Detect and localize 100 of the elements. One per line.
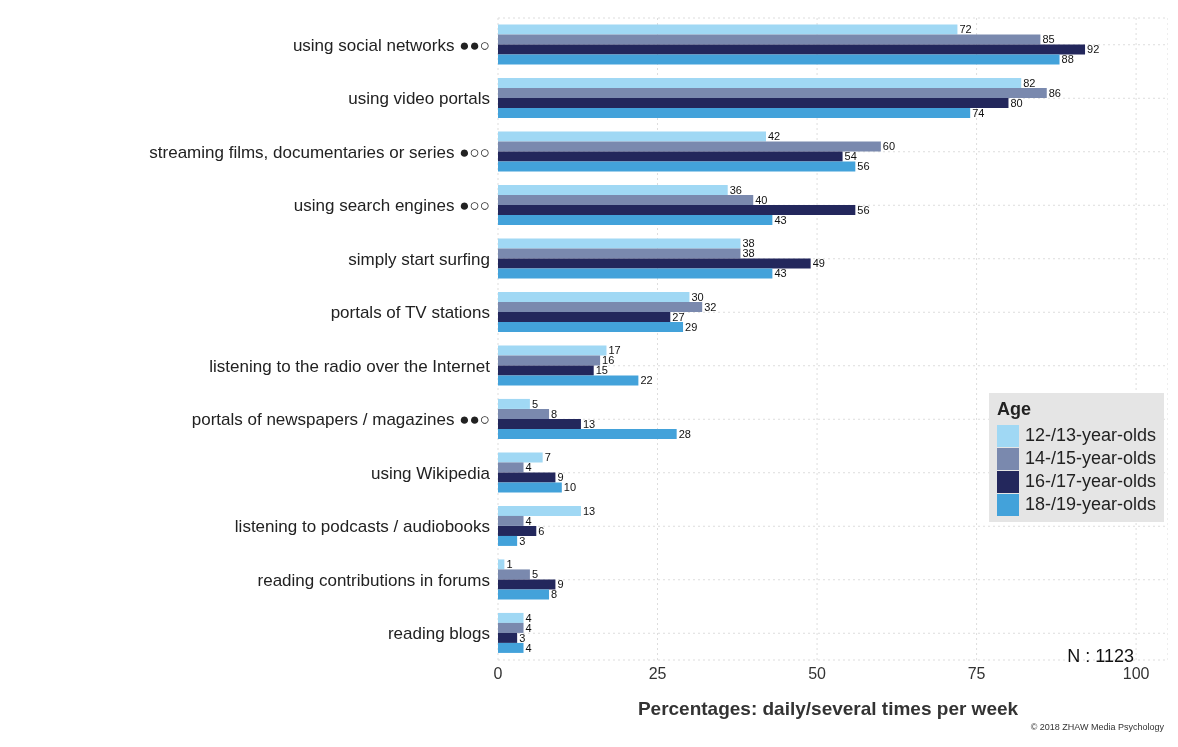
data-label: 92 [1087,43,1100,56]
annotation: N : 1123 [1067,646,1134,667]
bar [498,34,1041,45]
data-label: 8 [551,407,558,420]
y-tick-label: streaming films, documentaries or series ●○○ [149,142,490,162]
bar [498,87,1047,98]
text: © 2018 ZHAW Media Psychology [1030,722,1164,732]
bar [498,238,741,249]
bar [498,375,639,386]
bar [498,194,754,205]
x-tick-label: 75 [967,665,986,683]
y-tick-label: reading contributions in forums [257,570,490,590]
data-label: 4 [525,611,532,624]
data-label: 8 [551,588,558,601]
bar [498,642,524,653]
bar [498,248,741,259]
data-label: 49 [812,257,825,270]
data-label: 43 [774,213,787,226]
bar [498,107,971,118]
bar [498,311,671,322]
data-label: 5 [531,568,539,581]
data-label: 54 [844,150,857,163]
data-label: 29 [685,320,698,333]
y-tick-label: listening to the radio over the Internet [209,356,491,376]
legend-label: 16-/17-year-olds [1024,471,1156,492]
y-tick-label: using video portals [348,89,490,109]
data-label: 10 [563,481,577,494]
bar [498,184,728,195]
bar [498,482,562,493]
bar [498,141,881,152]
bar [498,472,556,483]
data-label: 40 [755,193,768,206]
bar [498,569,530,580]
bar [498,161,856,172]
bar [498,428,677,439]
y-tick-label: portals of newspapers / magazines ●●○ [191,410,490,430]
bar [498,408,550,419]
bar [498,535,518,546]
data-label: 3 [519,631,526,644]
y-tick-label: using Wikipedia [370,463,491,483]
data-label: 4 [525,641,532,654]
bar [498,398,530,409]
y-tick-label: listening to podcasts / audiobooks [234,517,490,537]
bar [498,204,856,215]
data-label: 42 [768,130,781,143]
data-label: 17 [608,344,621,357]
data-label: 38 [742,237,755,250]
bar [498,622,524,633]
data-label: 4 [525,461,532,474]
data-label: 1 [506,558,513,571]
data-label: 13 [582,417,596,430]
y-tick-label: portals of TV stations [330,303,490,323]
bar [498,515,524,526]
data-label: 74 [972,106,985,119]
data-label: 38 [742,247,755,260]
data-label: 36 [729,183,742,196]
bar [498,291,690,302]
bar [498,579,556,590]
legend-title: Age [996,399,1032,420]
y-tick-label: using search engines ●○○ [293,196,490,216]
bar [498,44,1086,55]
data-label: 56 [857,160,870,173]
y-tick-label: using social networks ●●○ [292,35,490,55]
bar [498,612,524,623]
data-label: 88 [1061,53,1074,66]
data-label: 13 [582,504,596,517]
data-label: 4 [525,514,532,527]
data-label: 15 [595,364,608,377]
y-tick-label: simply start surfing [348,249,490,269]
x-tick-label: 100 [1122,665,1150,683]
data-label: 43 [774,267,787,280]
data-label: 9 [557,471,564,484]
data-label: 27 [672,310,685,323]
bar [498,151,843,162]
data-label: 32 [704,300,717,313]
data-label: 72 [959,23,972,36]
bar [498,365,594,376]
bar [498,505,581,516]
bar [498,525,537,536]
bar [498,452,543,463]
x-tick-label: 50 [808,665,827,683]
data-label: 82 [1023,76,1036,89]
data-label: 86 [1048,86,1062,99]
bar [498,54,1060,65]
data-label: 60 [882,140,896,153]
x-tick-label: 0 [493,665,503,683]
data-label: 3 [519,534,526,547]
bar [498,462,524,473]
bar [498,301,703,312]
bar [498,24,958,35]
bar [498,632,518,643]
bar [498,345,607,356]
y-tick-label: reading blogs [387,624,490,644]
legend-label: 18-/19-year-olds [1024,494,1156,515]
bar [498,77,1022,88]
data-label: 80 [1010,96,1023,109]
data-label: 7 [544,451,551,464]
bar [498,131,766,142]
bar [498,214,773,225]
data-label: 22 [640,374,653,387]
